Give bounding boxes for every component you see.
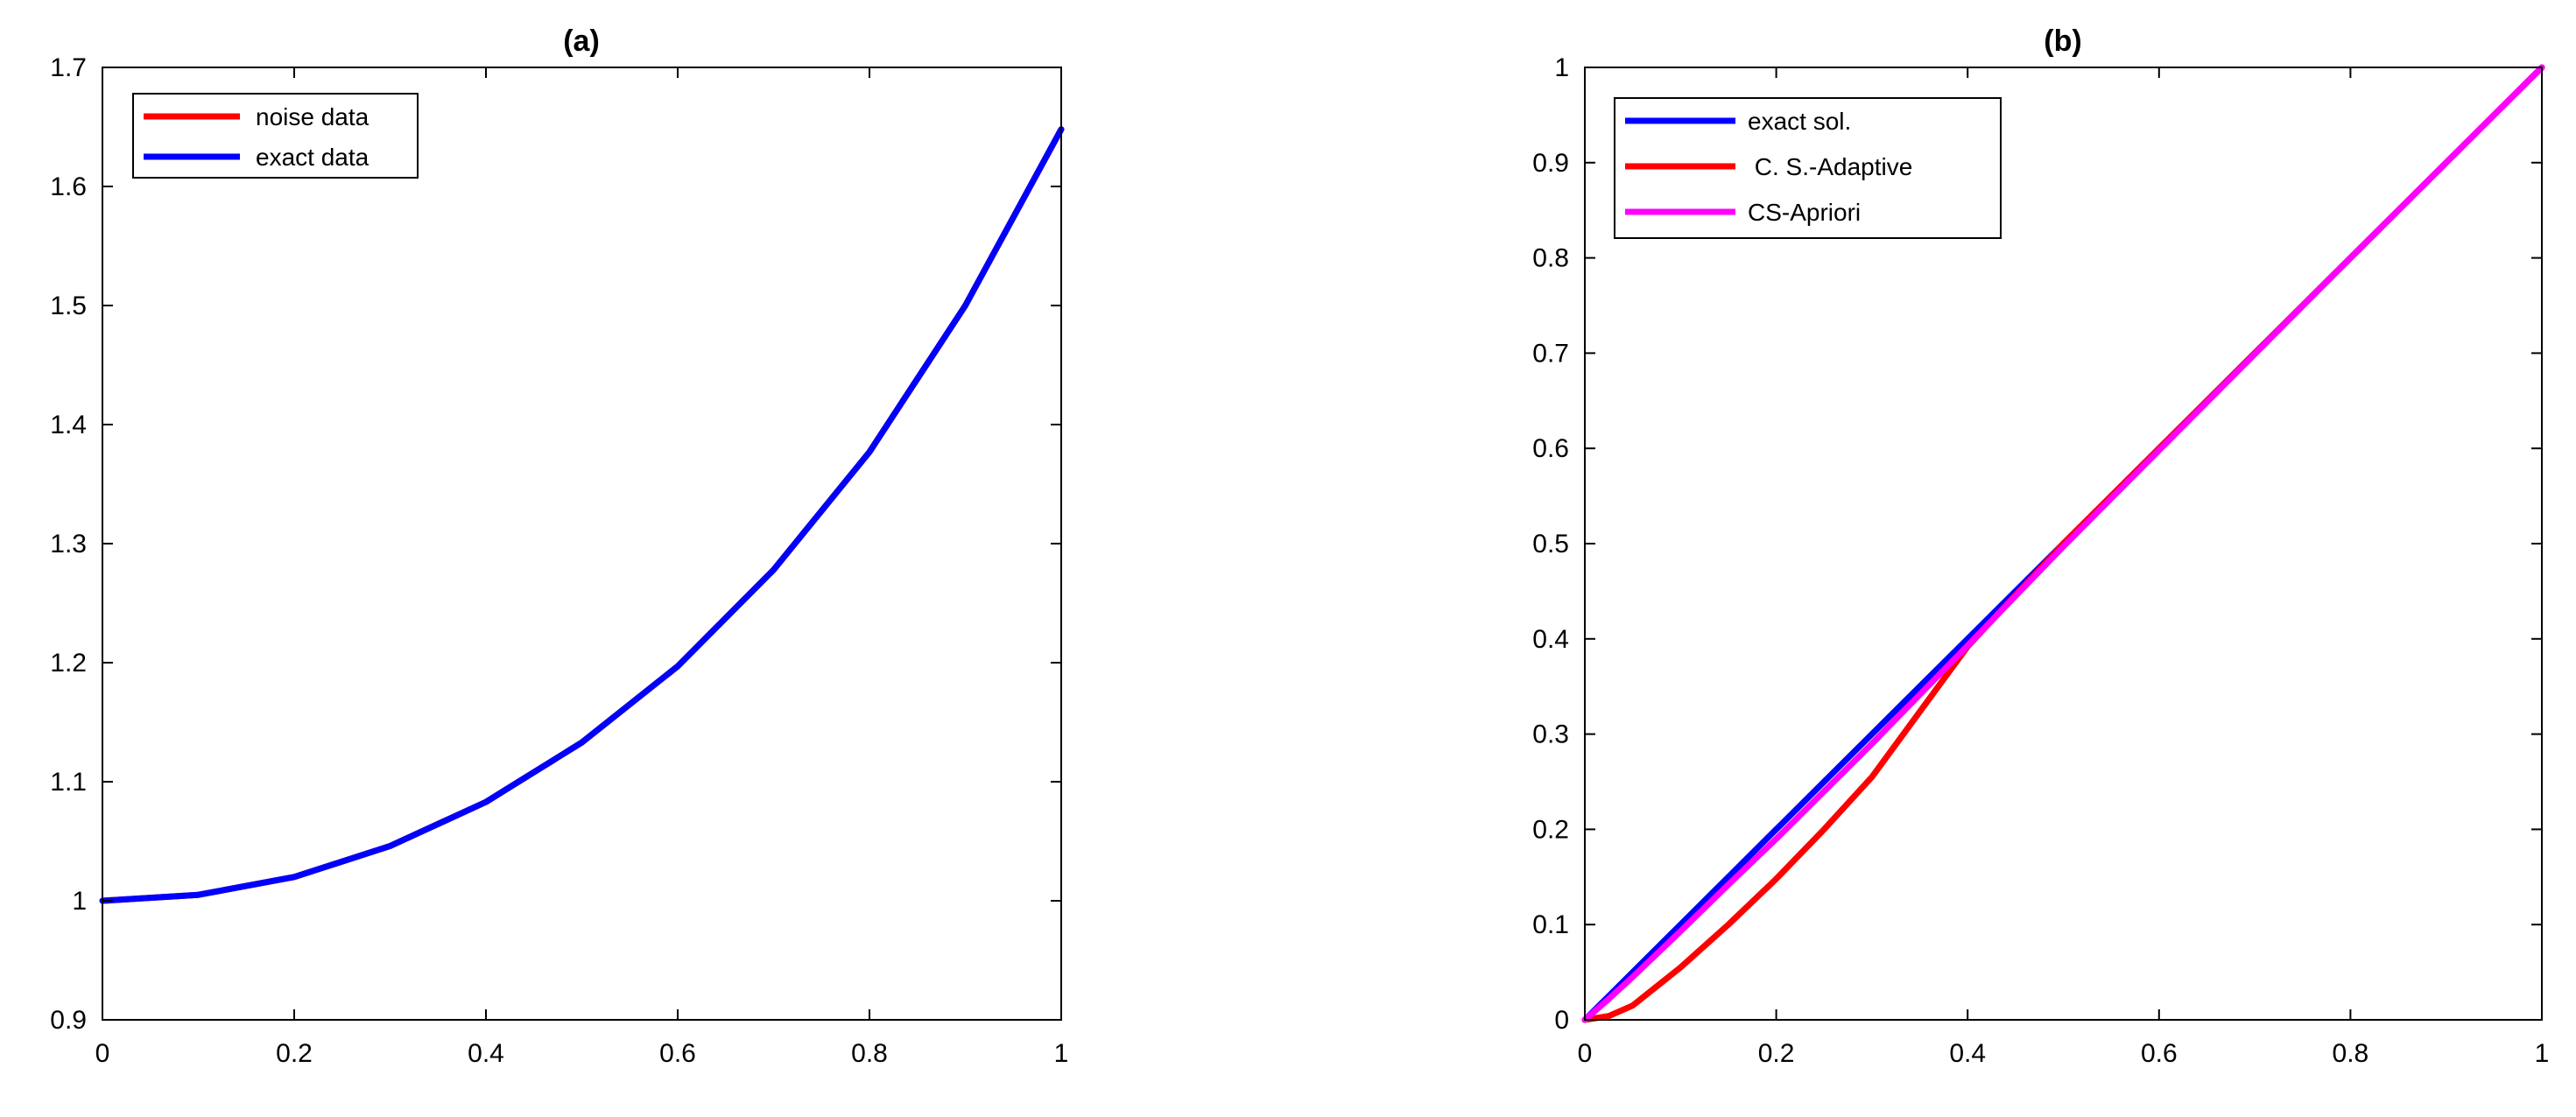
x-tick-label: 0.4 bbox=[1949, 1039, 1986, 1068]
x-tick-label: 0.8 bbox=[851, 1039, 888, 1068]
y-tick-label: 0.7 bbox=[1532, 339, 1569, 368]
legend-box bbox=[132, 93, 419, 179]
x-tick-label: 0.8 bbox=[2333, 1039, 2369, 1068]
x-tick-label: 0 bbox=[1578, 1039, 1593, 1068]
y-tick-label: 0.6 bbox=[1532, 434, 1569, 463]
legend-label-0: exact sol. bbox=[1748, 108, 1851, 135]
x-tick-label: 0 bbox=[95, 1039, 110, 1068]
series-line-2 bbox=[1581, 64, 2545, 1023]
y-tick-label: 1.7 bbox=[50, 53, 87, 82]
x-tick-label: 0.2 bbox=[1758, 1039, 1795, 1068]
y-tick-label: 0.2 bbox=[1532, 815, 1569, 844]
series-line-0 bbox=[99, 126, 1065, 904]
plot-frame bbox=[102, 67, 1062, 1021]
y-tick-label: 1.6 bbox=[50, 172, 87, 201]
legend-label-0: noise data bbox=[256, 103, 370, 130]
chart-title: (b) bbox=[2044, 25, 2081, 58]
legend-label-1: C. S.-Adaptive bbox=[1748, 153, 1912, 180]
legend: noise data exact data bbox=[132, 93, 419, 179]
y-tick-label: 0 bbox=[1554, 1006, 1569, 1035]
y-tick-label: 0.4 bbox=[1532, 625, 1569, 654]
y-tick-label: 0.8 bbox=[1532, 244, 1569, 273]
legend-label-1: exact data bbox=[256, 144, 370, 171]
y-tick-label: 0.3 bbox=[1532, 720, 1569, 749]
y-tick-label: 1 bbox=[1554, 53, 1569, 82]
chart-title: (a) bbox=[563, 25, 600, 58]
y-tick-label: 1.3 bbox=[50, 530, 87, 558]
y-tick-label: 1 bbox=[72, 887, 87, 916]
legend: exact sol. C. S.-Adaptive CS-Apriori bbox=[1614, 97, 2002, 239]
x-tick-label: 0.4 bbox=[468, 1039, 504, 1068]
panel-b: (b) 0 0.2 0.4 0.6 0.8 1 0 0.1 0.2 0.3 0.4 0.5 0.6 0.7 0… bbox=[1532, 25, 2549, 1068]
y-tick-label: 0.9 bbox=[50, 1006, 87, 1035]
x-tick-label: 1 bbox=[2535, 1039, 2550, 1068]
y-tick-label: 0.9 bbox=[1532, 149, 1569, 178]
x-tick-label: 0.6 bbox=[659, 1039, 696, 1068]
y-tick-label: 1.2 bbox=[50, 649, 87, 678]
y-tick-label: 1.1 bbox=[50, 768, 87, 797]
x-tick-label: 0.2 bbox=[276, 1039, 313, 1068]
series-line-1 bbox=[99, 126, 1065, 904]
y-tick-label: 1.5 bbox=[50, 292, 87, 320]
panel-a: (a) 0 0.2 0.4 0.6 0.8 1 0.9 1 1.1 1.2 1.3 1.4 1.5 1.6 1… bbox=[50, 25, 1068, 1068]
x-tick-label: 0.6 bbox=[2141, 1039, 2178, 1068]
x-tick-label: 1 bbox=[1054, 1039, 1069, 1068]
y-tick-label: 0.5 bbox=[1532, 530, 1569, 558]
y-tick-label: 0.1 bbox=[1532, 910, 1569, 939]
y-tick-label: 1.4 bbox=[50, 411, 87, 439]
legend-label-2: CS-Apriori bbox=[1748, 199, 1861, 226]
